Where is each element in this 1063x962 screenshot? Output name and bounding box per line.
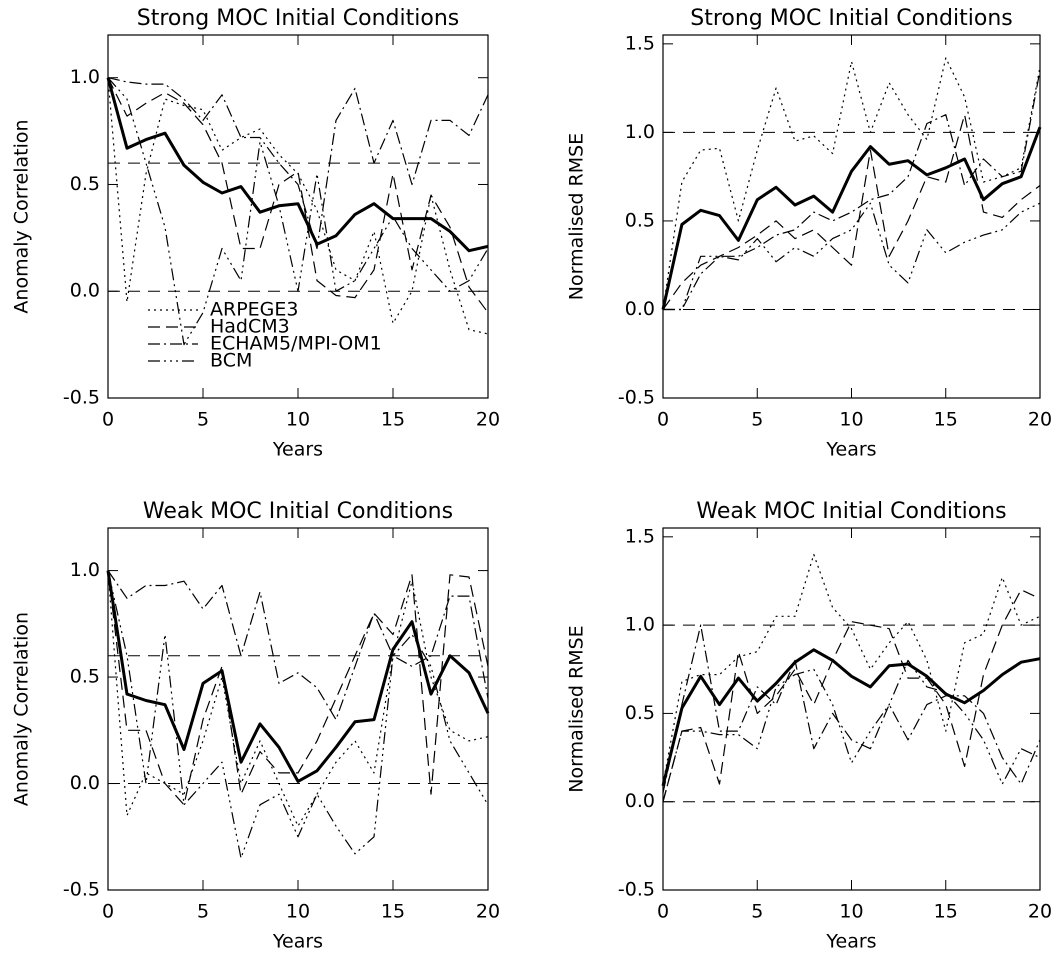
y-tick-label: -0.5 xyxy=(618,879,655,901)
y-tick-label: 1.0 xyxy=(625,121,655,143)
y-tick-label: 0.5 xyxy=(625,209,655,231)
y-tick-label: 0.0 xyxy=(70,280,100,302)
y-tick-label: 1.5 xyxy=(625,32,655,54)
legend-label: HadCM3 xyxy=(210,316,290,338)
series-line xyxy=(106,570,490,783)
series-line xyxy=(107,77,489,313)
x-tick-label: 20 xyxy=(1028,901,1052,923)
legend-label: BCM xyxy=(210,350,252,372)
y-tick-label: 0.0 xyxy=(625,298,655,320)
chart-title: Weak MOC Initial Conditions xyxy=(143,499,453,524)
chart-title: Weak MOC Initial Conditions xyxy=(696,499,1006,524)
y-axis-label: Normalised RMSE xyxy=(566,133,588,300)
series-line xyxy=(107,77,489,250)
x-tick-label: 5 xyxy=(197,901,209,923)
series-line xyxy=(663,70,1041,311)
x-tick-label: 10 xyxy=(286,409,310,431)
x-tick-label: 20 xyxy=(476,409,500,431)
series-line xyxy=(662,624,1041,794)
x-axis-label: Years xyxy=(825,931,876,953)
y-tick-label: 0.5 xyxy=(70,666,100,688)
x-axis-label: Years xyxy=(825,439,876,461)
x-tick-label: 15 xyxy=(381,409,405,431)
plot-frame xyxy=(662,527,1041,891)
x-tick-label: 15 xyxy=(381,901,405,923)
x-tick-label: 15 xyxy=(934,409,958,431)
series-line xyxy=(662,553,1041,785)
y-tick-label: 1.5 xyxy=(625,525,655,547)
y-axis-label: Normalised RMSE xyxy=(566,625,588,792)
series-line xyxy=(661,126,1042,310)
series-line xyxy=(662,589,1041,802)
x-tick-label: 5 xyxy=(751,901,763,923)
x-tick-label: 0 xyxy=(102,901,114,923)
x-tick-label: 10 xyxy=(286,901,310,923)
y-tick-label: 1.0 xyxy=(625,614,655,636)
y-tick-label: 0.5 xyxy=(70,173,100,195)
x-tick-label: 10 xyxy=(839,409,863,431)
series-line xyxy=(107,77,489,346)
series-line xyxy=(107,570,489,721)
x-tick-label: 0 xyxy=(657,901,669,923)
x-axis-label: Years xyxy=(272,439,323,461)
chart-title: Strong MOC Initial Conditions xyxy=(690,6,1012,31)
series-line xyxy=(662,659,1041,802)
series-line xyxy=(107,570,489,859)
x-tick-label: 5 xyxy=(197,409,209,431)
x-tick-label: 20 xyxy=(476,901,500,923)
y-tick-label: 1.0 xyxy=(70,559,100,581)
y-tick-label: -0.5 xyxy=(618,387,655,409)
x-tick-label: 20 xyxy=(1028,409,1052,431)
series-line xyxy=(662,114,1041,310)
series-line xyxy=(106,77,489,253)
y-tick-label: 1.0 xyxy=(70,66,100,88)
y-tick-label: 0.5 xyxy=(625,702,655,724)
series-line xyxy=(107,570,489,806)
x-tick-label: 15 xyxy=(934,901,958,923)
x-tick-label: 10 xyxy=(839,901,863,923)
y-tick-label: 0.0 xyxy=(625,790,655,812)
y-tick-label: 0.0 xyxy=(70,772,100,794)
y-tick-label: -0.5 xyxy=(63,387,100,409)
y-axis-label: Anomaly Correlation xyxy=(11,612,33,806)
x-tick-label: 0 xyxy=(102,409,114,431)
chart-title: Strong MOC Initial Conditions xyxy=(137,6,459,31)
y-axis-label: Anomaly Correlation xyxy=(11,119,33,313)
x-axis-label: Years xyxy=(272,931,323,953)
legend-label: ARPEGE3 xyxy=(210,299,298,321)
x-tick-label: 0 xyxy=(657,409,669,431)
y-tick-label: -0.5 xyxy=(63,879,100,901)
legend-label: ECHAM5/MPI-OM1 xyxy=(210,333,382,355)
series-line xyxy=(661,648,1041,787)
series-line xyxy=(662,57,1041,310)
x-tick-label: 5 xyxy=(751,409,763,431)
